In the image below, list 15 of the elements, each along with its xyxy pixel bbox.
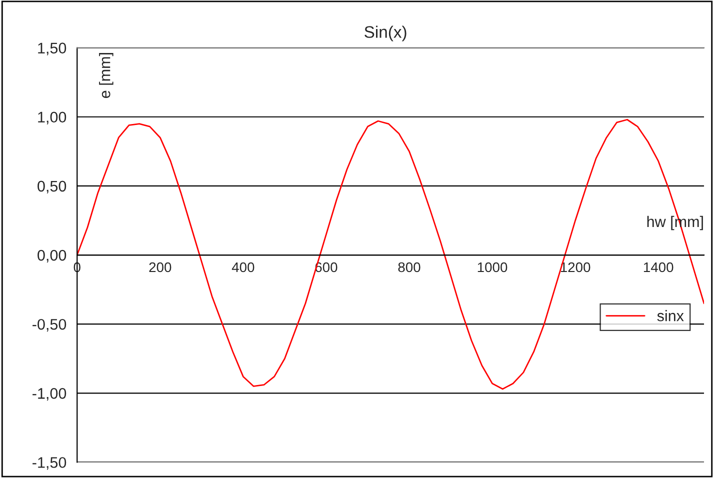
x-tick-label: 1000 (478, 262, 508, 272)
y-tick-label: 0,50 (38, 180, 66, 194)
y-tick-label: 0,00 (38, 250, 66, 263)
legend-label: sinx (657, 310, 684, 322)
x-tick-label: 1400 (644, 262, 674, 272)
x-tick-label: 800 (398, 262, 420, 272)
y-tick-label: -1,00 (32, 388, 66, 401)
y-tick-label: -0,50 (32, 318, 66, 332)
y-tick-label: 1,00 (38, 112, 66, 124)
y-tick-label: 1,50 (38, 42, 66, 56)
chart-title: Sin(x) (364, 26, 406, 42)
x-tick-label: 400 (232, 262, 254, 272)
x-tick-label: 200 (149, 262, 172, 272)
y-tick-label: -1,50 (32, 457, 66, 470)
y-axis-title: e [mm] (99, 53, 114, 98)
